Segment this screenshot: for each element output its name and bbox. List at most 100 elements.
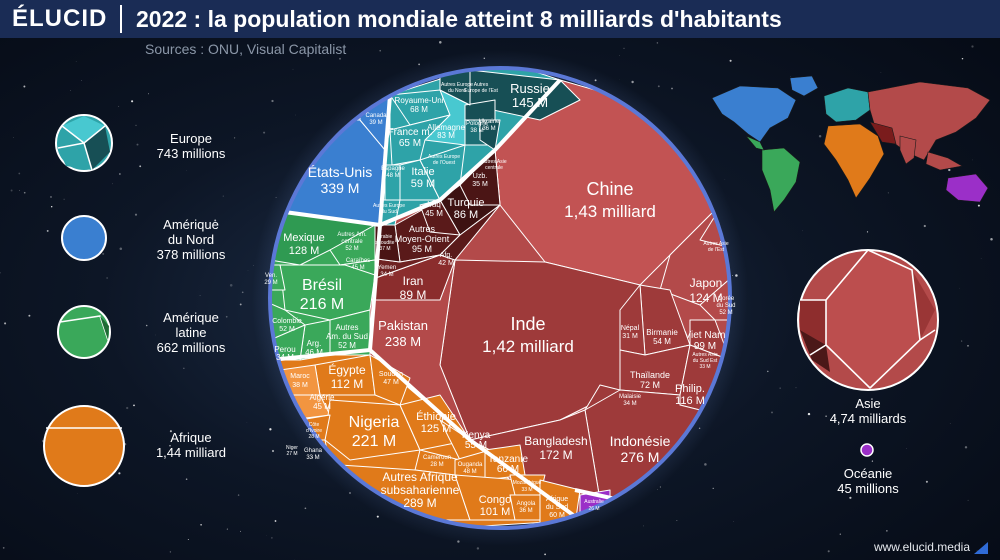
label-japan: Japon [690, 276, 723, 290]
label-italy: Italie [411, 166, 434, 178]
label-japan-value: 124 M [689, 291, 722, 305]
star [476, 547, 480, 550]
label-ssa-2: subsaharienne [381, 483, 460, 497]
star [779, 387, 781, 389]
latin-america-icon [57, 305, 111, 359]
label-myanmar: Birmanie [646, 328, 678, 337]
map-south-america [761, 147, 801, 213]
map-southeast-asia [925, 151, 963, 171]
label-iraq: Iraq [427, 200, 441, 209]
map-north-america [711, 85, 797, 143]
label-china-value: 1,43 milliard [564, 202, 656, 221]
label-colombia: Colombie [272, 318, 302, 325]
star [169, 444, 171, 447]
star [376, 515, 379, 518]
label-morocco: Maroc [290, 373, 310, 380]
label-germany: Allemagne [427, 123, 465, 132]
star [136, 143, 139, 146]
label-niger-value: 27 M [286, 451, 297, 457]
label-ivory-value: 28 M [308, 434, 319, 440]
label-uk: Royaume-Uni [395, 96, 444, 105]
star [671, 87, 673, 90]
footer-url[interactable]: www.elucid.media [873, 540, 970, 554]
label-saudi-1: Arabie [378, 234, 393, 240]
label-other-sa-1: Autres [335, 323, 358, 332]
star [169, 551, 172, 553]
star [676, 520, 678, 521]
star [849, 496, 852, 499]
label-other-south-europe-1: Autres Europe [373, 203, 405, 209]
star [23, 191, 26, 194]
star [28, 314, 31, 317]
region-borders [270, 78, 621, 522]
label-south-africa-value: 60 M [549, 512, 565, 519]
map-europe [823, 87, 871, 123]
label-bangladesh-value: 172 M [539, 448, 572, 462]
label-other-sa-value: 52 M [338, 341, 356, 350]
label-colombia-value: 52 M [279, 326, 295, 333]
label-niger: Niger [286, 445, 298, 451]
legend-africa-name: Afrique [170, 430, 212, 445]
label-usa-value: 339 M [321, 180, 360, 196]
label-other-ca-2: centrale [341, 239, 363, 245]
label-nigeria-name: Nigeria [349, 414, 400, 431]
label-yemen: Yemen [378, 265, 396, 271]
legend-asia-value: 4,74 milliards [829, 411, 907, 426]
label-indonesia: Indonésie [610, 433, 671, 449]
star [23, 85, 26, 88]
star [802, 230, 803, 232]
label-other-me-1: Autres [409, 224, 436, 234]
legend-oceania: Océanie 45 millions [793, 466, 943, 496]
label-pakistan-value: 238 M [385, 334, 421, 349]
star [304, 507, 307, 510]
legend-oceania-value: 45 millions [837, 481, 899, 496]
star [656, 42, 659, 44]
label-australia-value: 26 M [588, 506, 599, 512]
label-uzb-value: 35 M [472, 181, 488, 188]
star [729, 59, 732, 62]
label-venezuela: Ven. [265, 273, 277, 279]
star [13, 137, 14, 138]
star [871, 460, 874, 462]
map-central-america [745, 135, 765, 151]
star [131, 100, 134, 103]
star [704, 463, 707, 466]
star [818, 135, 822, 138]
header-bar: ÉLUCID 2022 : la population mondiale att… [0, 0, 1000, 38]
label-malaysia: Malaisie [619, 394, 642, 400]
header-divider [120, 5, 122, 33]
star [880, 72, 882, 73]
label-canada: Canada [365, 113, 387, 119]
label-saudi-value: 37 M [379, 246, 390, 252]
star [241, 291, 244, 294]
label-angola: Angola [517, 501, 536, 507]
label-sudan: Soudan [379, 371, 403, 378]
star [246, 422, 248, 423]
star [771, 411, 773, 414]
map-india [899, 135, 917, 165]
star [292, 68, 294, 70]
label-mozambique-value: 33 M [521, 487, 532, 493]
label-france-value: 65 M [399, 138, 421, 149]
star [767, 370, 769, 373]
cell-vietnam [689, 319, 730, 361]
label-venezuela-value: 29 M [264, 280, 277, 286]
star [155, 334, 156, 336]
label-india-value: 1,42 milliard [482, 337, 574, 356]
star [183, 367, 185, 369]
star [949, 423, 951, 424]
star [643, 525, 644, 527]
map-australia [945, 173, 989, 203]
star [619, 55, 620, 56]
star [102, 252, 105, 255]
label-malaysia-value: 34 M [623, 401, 636, 407]
label-cameroon: Cameroun [423, 455, 451, 461]
legend-latin-america: Amérique latine 662 millions [116, 310, 266, 355]
label-mexico-value: 128 M [289, 245, 320, 257]
star [112, 183, 114, 185]
star [50, 205, 53, 208]
label-other-sea-1: Autres Asie [692, 352, 718, 358]
label-egypt: Égypte [328, 362, 366, 377]
world-map [711, 75, 991, 213]
label-algeria-value: 45 M [313, 402, 331, 411]
